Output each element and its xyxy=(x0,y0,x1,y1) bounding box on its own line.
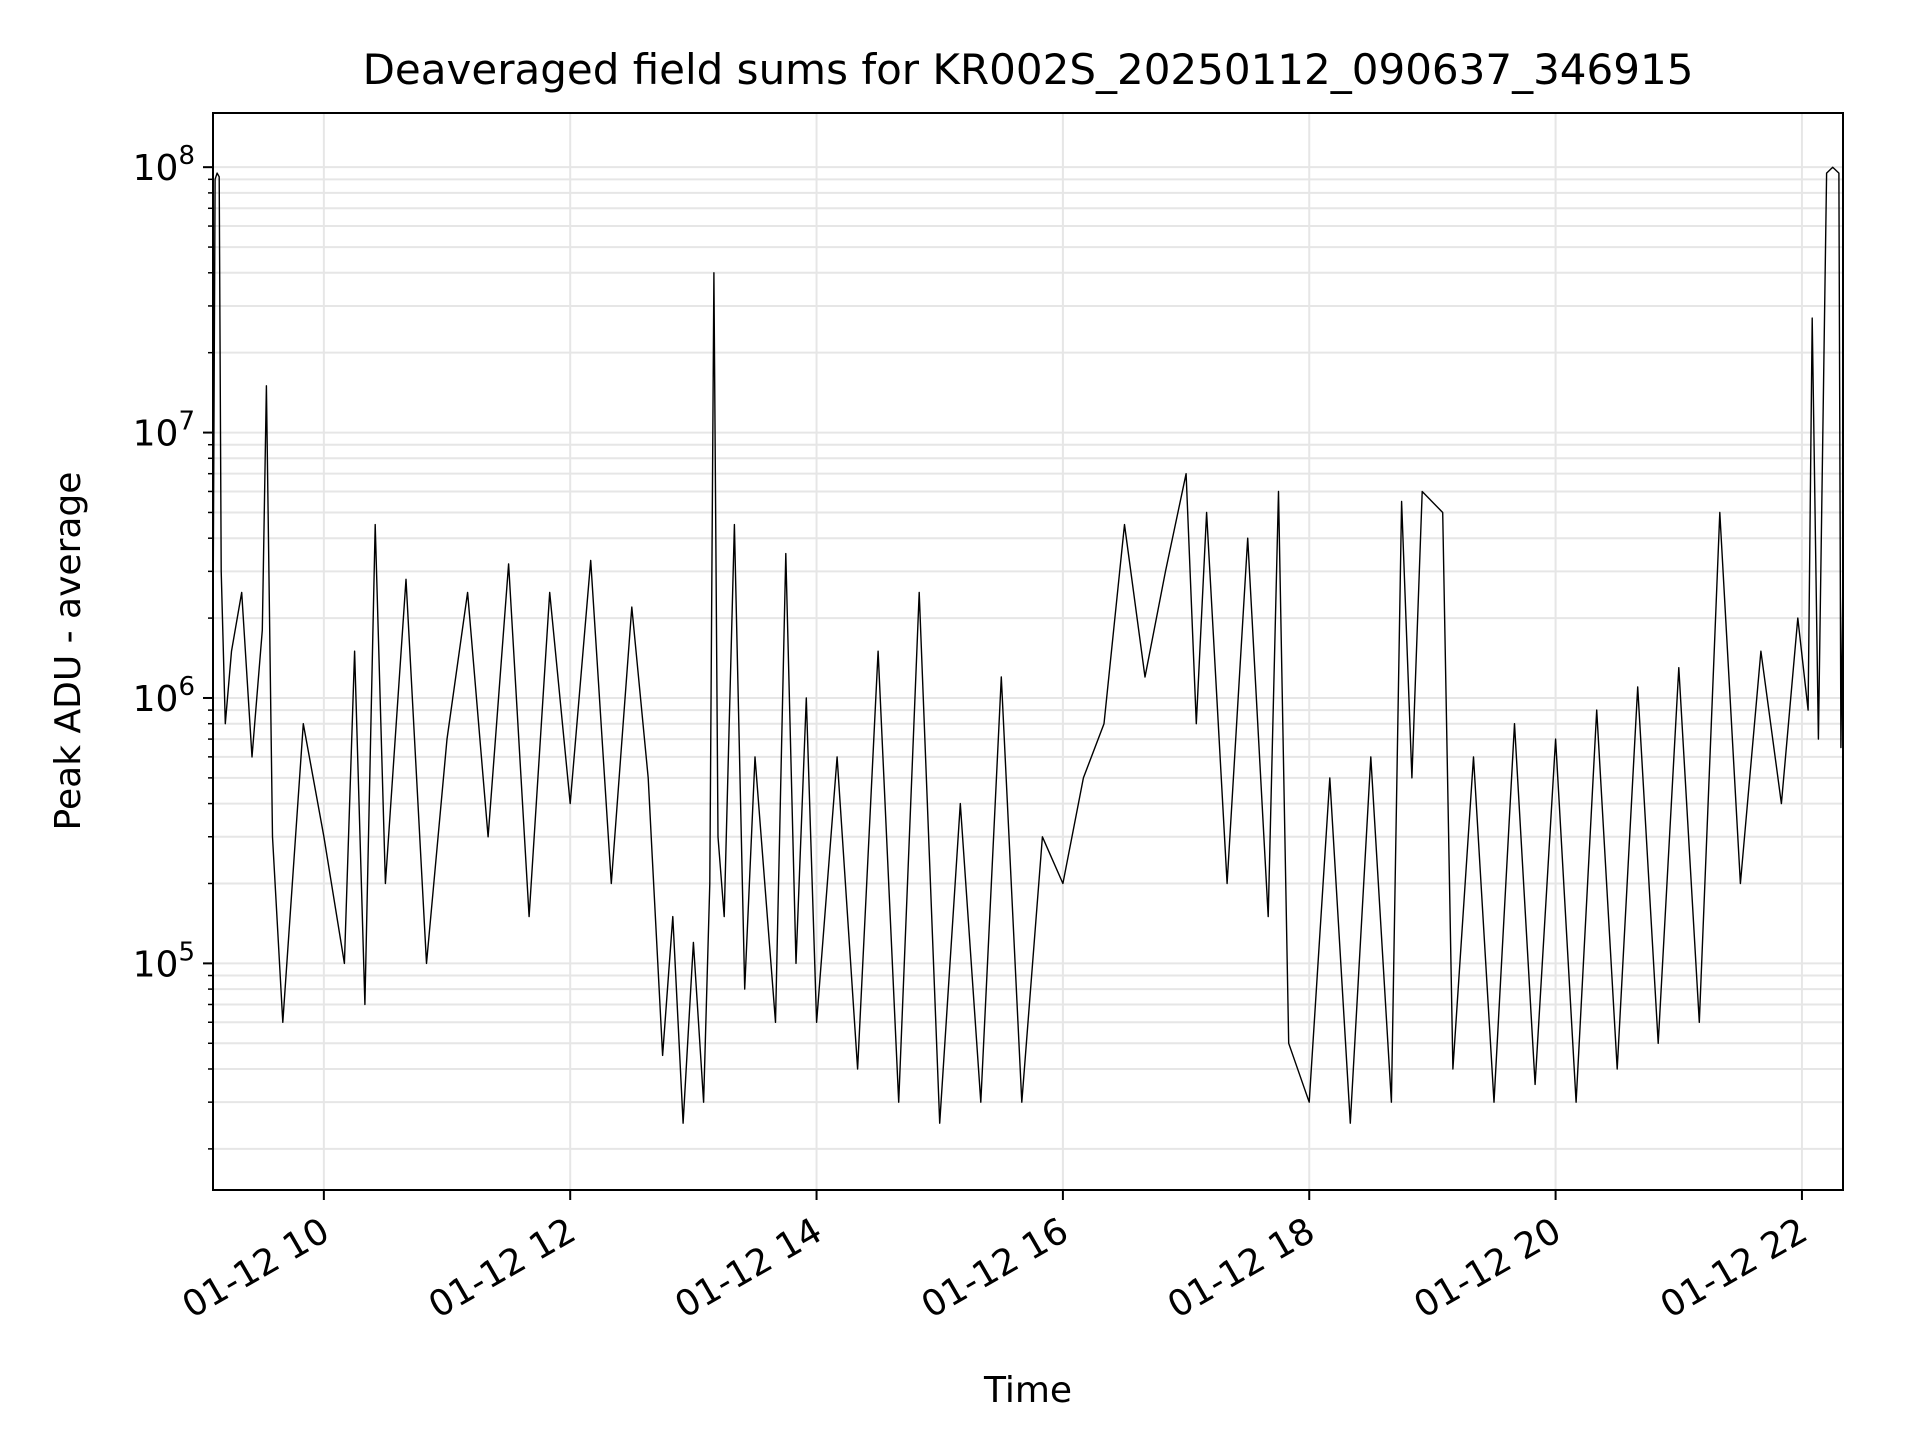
chart-title: Deaveraged field sums for KR002S_2025011… xyxy=(363,45,1694,94)
y-tick-label: 107 xyxy=(133,407,195,455)
x-axis-label: Time xyxy=(983,1370,1072,1411)
y-axis-label: Peak ADU - average xyxy=(48,472,89,831)
grid-lines xyxy=(213,113,1843,1190)
y-tick-label: 106 xyxy=(133,672,195,720)
y-tick-label: 108 xyxy=(133,141,195,189)
plot-frame xyxy=(212,112,1844,1191)
series-line xyxy=(212,166,1844,1124)
data-series xyxy=(212,166,1844,1124)
y-tick-label: 105 xyxy=(133,937,195,985)
